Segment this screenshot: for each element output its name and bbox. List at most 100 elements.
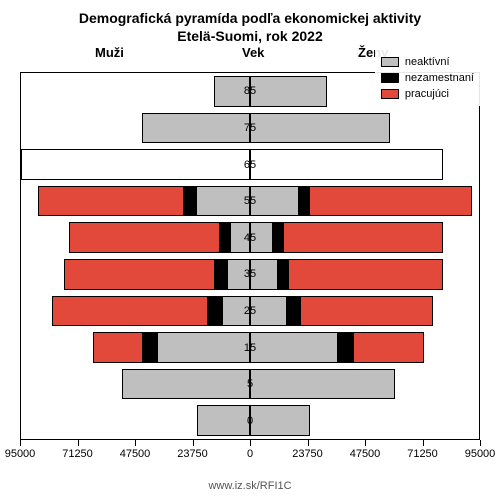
segment-working	[93, 332, 141, 363]
segment-unemployed	[183, 186, 197, 217]
x-tick-label: 0	[247, 448, 253, 460]
plot-area: 85 75 65 55 45 35 25 15 5 0	[20, 72, 480, 440]
title-line-1: Demografická pyramída podľa ekonomickej …	[0, 10, 500, 28]
x-tick	[193, 440, 194, 446]
x-tick	[250, 440, 251, 446]
men-half	[21, 329, 250, 366]
chart-title: Demografická pyramída podľa ekonomickej …	[0, 0, 500, 45]
women-half	[250, 366, 479, 403]
legend-item-working: pracujúci	[381, 86, 474, 102]
chart-container: { "title_line1": "Demografická pyramída …	[0, 0, 500, 500]
title-line-2: Etelä-Suomi, rok 2022	[0, 28, 500, 46]
x-tick	[78, 440, 79, 446]
legend-label-inactive: neaktívní	[405, 56, 450, 68]
legend-label-working: pracujúci	[405, 88, 449, 100]
age-label: 25	[244, 305, 256, 317]
segment-unemployed	[277, 259, 289, 290]
women-half	[250, 256, 479, 293]
footer-source: www.iz.sk/RFI1C	[0, 480, 500, 492]
age-label: 35	[244, 268, 256, 280]
men-half	[21, 366, 250, 403]
age-label: 5	[247, 378, 253, 390]
segment-inactive	[197, 186, 250, 217]
x-tick-label: 95000	[465, 448, 496, 460]
segment-working	[69, 222, 218, 253]
legend: neaktívní nezamestnaní pracujúci	[375, 50, 480, 106]
segment-inactive	[250, 186, 298, 217]
label-age: Vek	[242, 45, 264, 60]
segment-unemployed	[286, 296, 300, 327]
legend-item-unemployed: nezamestnaní	[381, 70, 474, 86]
women-half	[250, 110, 479, 147]
women-half	[250, 402, 479, 439]
segment-unemployed	[207, 296, 224, 327]
women-half	[250, 219, 479, 256]
segment-inactive	[250, 332, 337, 363]
x-axis: 0237502375047500475007125071250950009500…	[20, 440, 480, 466]
segment-inactive	[142, 113, 250, 144]
legend-item-inactive: neaktívní	[381, 54, 474, 70]
x-tick	[135, 440, 136, 446]
segment-working	[310, 186, 472, 217]
legend-swatch-working	[381, 89, 399, 99]
men-half	[21, 183, 250, 220]
segment-unemployed	[272, 222, 284, 253]
segment-unemployed	[298, 186, 310, 217]
x-tick-label: 47500	[120, 448, 151, 460]
age-label: 55	[244, 195, 256, 207]
men-half	[21, 402, 250, 439]
men-half	[21, 110, 250, 147]
segment-working	[38, 186, 183, 217]
segment-unemployed	[337, 332, 354, 363]
segment-inactive	[250, 369, 395, 400]
x-tick-label: 23750	[177, 448, 208, 460]
women-half	[250, 329, 479, 366]
age-label: 75	[244, 122, 256, 134]
men-half	[21, 146, 250, 183]
segment-unemployed	[142, 332, 159, 363]
x-tick	[308, 440, 309, 446]
x-tick-label: 95000	[5, 448, 36, 460]
segment-working	[284, 222, 443, 253]
segment-inactive	[250, 76, 327, 107]
age-label: 45	[244, 232, 256, 244]
x-tick-label: 71250	[407, 448, 438, 460]
plot: 85 75 65 55 45 35 25 15 5 0	[21, 73, 479, 439]
segment-inactive	[158, 332, 250, 363]
legend-label-unemployed: nezamestnaní	[405, 72, 474, 84]
women-half	[250, 293, 479, 330]
segment-working	[64, 259, 213, 290]
women-half	[250, 146, 479, 183]
segment-working	[301, 296, 434, 327]
men-half	[21, 256, 250, 293]
segment-unemployed	[214, 259, 228, 290]
x-tick	[423, 440, 424, 446]
segment-working	[354, 332, 424, 363]
age-label: 85	[244, 85, 256, 97]
x-tick-label: 47500	[350, 448, 381, 460]
segment-inactive	[250, 113, 390, 144]
x-tick	[20, 440, 21, 446]
age-label: 15	[244, 342, 256, 354]
women-half	[250, 183, 479, 220]
legend-swatch-inactive	[381, 57, 399, 67]
segment-working	[52, 296, 206, 327]
men-half	[21, 73, 250, 110]
label-men: Muži	[95, 45, 124, 60]
segment-white	[21, 149, 250, 180]
men-half	[21, 293, 250, 330]
age-label: 0	[247, 415, 253, 427]
segment-inactive	[122, 369, 250, 400]
segment-unemployed	[219, 222, 231, 253]
x-tick-label: 71250	[62, 448, 93, 460]
segment-working	[289, 259, 443, 290]
x-tick	[480, 440, 481, 446]
x-tick-label: 23750	[292, 448, 323, 460]
age-label: 65	[244, 159, 256, 171]
legend-swatch-unemployed	[381, 73, 399, 83]
segment-white	[250, 149, 443, 180]
segment-inactive	[197, 405, 250, 436]
men-half	[21, 219, 250, 256]
segment-inactive	[250, 405, 310, 436]
x-tick	[365, 440, 366, 446]
